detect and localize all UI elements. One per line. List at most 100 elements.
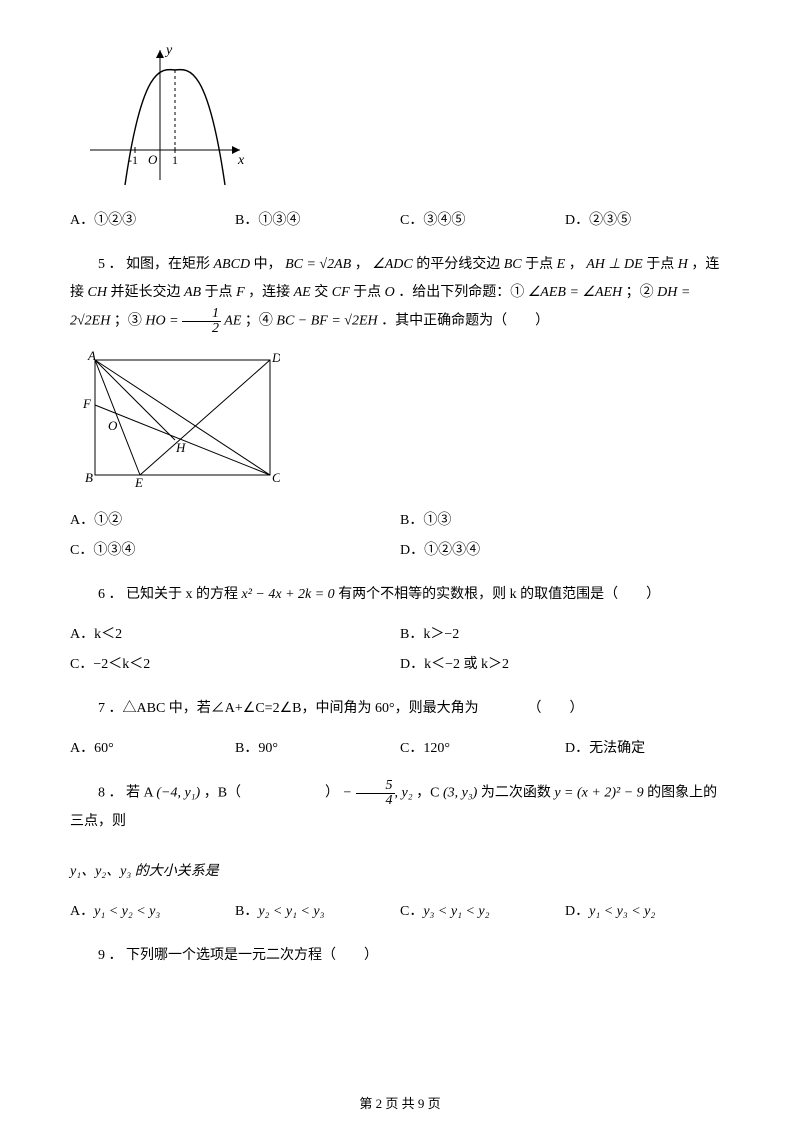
q5-t10: ，连接 <box>248 285 290 300</box>
q5-opts-row2: C．①③④ D．①②③④ <box>70 539 730 559</box>
q8-bv: y₂ < y₁ < y₃ <box>258 904 324 919</box>
q8-btail: , y₂ <box>395 786 413 801</box>
q8-cv: y₃ < y₁ < y₂ <box>423 904 489 919</box>
svg-text:O: O <box>108 418 118 433</box>
svg-text:-1: -1 <box>128 153 138 167</box>
q5-t2: ， <box>355 257 369 272</box>
q8-opt-d: D．y₁ < y₃ < y₂ <box>565 900 730 920</box>
q7-opt-a: A．60° <box>70 737 235 757</box>
q7-opt-c: C．120° <box>400 737 565 757</box>
svg-text:x: x <box>237 153 245 168</box>
q7-opt-b: B．90° <box>235 737 400 757</box>
svg-text:D: D <box>271 350 280 365</box>
q4-opt-b: B．①③④ <box>235 209 400 229</box>
q5-ch: CH <box>88 285 107 300</box>
q4-opt-c: C．③④⑤ <box>400 209 565 229</box>
q5-ab: AB <box>184 285 201 300</box>
q5-t9: 于点 <box>205 285 233 300</box>
q4-options: A．①②③ B．①③④ C．③④⑤ D．②③⑤ <box>70 209 730 229</box>
q6-opt-d: D．k＜−2 或 k＞2 <box>400 653 730 673</box>
q8-frac: 54 <box>356 779 395 808</box>
q5-t14: ；② <box>626 285 654 300</box>
q5-ho-frac: 12 <box>182 307 221 336</box>
q5-t1: 中， <box>254 257 282 272</box>
q8-a: (−4, y₁) <box>156 786 200 801</box>
q8-t3: 为二次函数 <box>481 786 551 801</box>
q8-lc: C． <box>400 904 423 919</box>
q6-opt-b: B．k＞−2 <box>400 623 730 643</box>
q5-opt-d: D．①②③④ <box>400 539 730 559</box>
q6-tail: 有两个不相等的实数根，则 k 的取值范围是（ ） <box>338 587 660 602</box>
q8-ld: D． <box>565 904 589 919</box>
svg-text:H: H <box>175 440 186 455</box>
q8-dv: y₁ < y₃ < y₂ <box>589 904 655 919</box>
q6-lead: 6 ． 已知关于 x 的方程 <box>98 587 238 602</box>
q8-c: (3, y₃) <box>443 786 477 801</box>
q5-opt-b: B．①③ <box>400 509 730 529</box>
q5-p1: ∠AEB = ∠AEH <box>528 285 622 300</box>
q8-fd: 4 <box>356 794 395 808</box>
q7-stem: 7 ．△ABC 中，若∠A+∠C=2∠B，中间角为 60°，则最大角为 （ ） <box>70 695 730 723</box>
q8-fn: 5 <box>356 779 395 794</box>
q8-bfrac: − <box>343 786 356 801</box>
q8-func: y = (x + 2)² − 9 <box>554 786 643 801</box>
q8-stem: 8 ． 若 A (−4, y₁) ，B（ ） − 54, y₂ ，C (3, y… <box>70 779 730 836</box>
q6-opts-row2: C．−2＜k＜2 D．k＜−2 或 k＞2 <box>70 653 730 673</box>
q8-t1: ，B（ ） <box>204 786 339 801</box>
rect-figure: A D B C E F H O <box>80 350 730 495</box>
q4-opt-a: A．①②③ <box>70 209 235 229</box>
q6-opt-a: A．k＜2 <box>70 623 400 643</box>
q5-ae: AE <box>294 285 311 300</box>
q5-stem: 5 ． 如图，在矩形 ABCD 中， BC = √2AB ， ∠ADC 的平分线… <box>70 251 730 336</box>
q5-t6: 于点 <box>646 257 674 272</box>
q6-eq: x² − 4x + 2k = 0 <box>242 587 335 602</box>
q5-t5: ， <box>569 257 583 272</box>
q5-t17: ．其中正确命题为（ ） <box>381 314 549 329</box>
svg-text:F: F <box>82 396 92 411</box>
q8-av: y₁ < y₂ < y₃ <box>94 904 160 919</box>
q8-t2: ，C <box>416 786 439 801</box>
svg-text:E: E <box>134 475 143 490</box>
q8-opt-b: B．y₂ < y₁ < y₃ <box>235 900 400 920</box>
q8-lb: B． <box>235 904 258 919</box>
q8-la: A． <box>70 904 94 919</box>
q6-opts-row1: A．k＜2 B．k＞−2 <box>70 623 730 643</box>
q5-t8: 并延长交边 <box>110 285 180 300</box>
q5-f: F <box>236 285 245 300</box>
q5-t11: 交 <box>314 285 328 300</box>
q5-h: H <box>678 257 688 272</box>
q7-opt-d: D．无法确定 <box>565 737 730 757</box>
q8-l2: y₁、y₂、y₃ 的大小关系是 <box>70 864 219 879</box>
q8-opt-c: C．y₃ < y₁ < y₂ <box>400 900 565 920</box>
q5-lead: 5 ． 如图，在矩形 <box>98 257 210 272</box>
svg-text:A: A <box>87 350 96 363</box>
q5-p4: BC − BF = √2EH <box>276 314 377 329</box>
q5-t15: ；③ <box>114 314 142 329</box>
q9-stem: 9 ． 下列哪一个选项是一元二次方程（ ） <box>70 942 730 970</box>
q5-t4: 于点 <box>525 257 553 272</box>
q5-cf: CF <box>332 285 350 300</box>
q5-ho-d: 2 <box>182 322 221 336</box>
q5-t16: ；④ <box>245 314 273 329</box>
q5-t3: 的平分线交边 <box>416 257 500 272</box>
q5-adc: ∠ADC <box>372 257 413 272</box>
svg-text:O: O <box>148 152 158 167</box>
q4-opt-d: D．②③⑤ <box>565 209 730 229</box>
q6-stem: 6 ． 已知关于 x 的方程 x² − 4x + 2k = 0 有两个不相等的实… <box>70 581 730 609</box>
page-footer: 第 2 页 共 9 页 <box>0 1093 800 1112</box>
svg-text:1: 1 <box>172 153 178 167</box>
q5-opts-row1: A．①② B．①③ <box>70 509 730 529</box>
q5-bc: BC <box>504 257 522 272</box>
q5-abcd: ABCD <box>214 257 251 272</box>
q8-opt-a: A．y₁ < y₂ < y₃ <box>70 900 235 920</box>
q6-opt-c: C．−2＜k＜2 <box>70 653 400 673</box>
q8-lead: 8 ． 若 A <box>98 786 153 801</box>
q7-options: A．60° B．90° C．120° D．无法确定 <box>70 737 730 757</box>
svg-text:y: y <box>164 43 173 58</box>
q8-line2: y₁、y₂、y₃ 的大小关系是 <box>70 858 730 886</box>
svg-text:C: C <box>272 470 280 485</box>
q5-t12: 于点 <box>353 285 381 300</box>
q5-ho-n: 1 <box>182 307 221 322</box>
svg-text:B: B <box>85 470 93 485</box>
q5-o: O <box>385 285 395 300</box>
